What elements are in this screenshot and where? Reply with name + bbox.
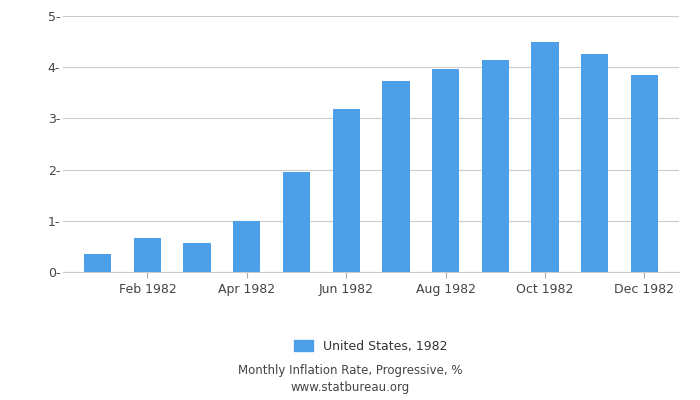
Text: www.statbureau.org: www.statbureau.org xyxy=(290,381,410,394)
Legend: United States, 1982: United States, 1982 xyxy=(289,334,453,358)
Bar xyxy=(84,254,111,272)
Bar xyxy=(482,60,509,272)
Bar xyxy=(183,243,211,272)
Text: Monthly Inflation Rate, Progressive, %: Monthly Inflation Rate, Progressive, % xyxy=(238,364,462,377)
Bar xyxy=(332,109,360,272)
Bar xyxy=(382,81,410,272)
Bar xyxy=(631,75,658,272)
Bar xyxy=(283,172,310,272)
Bar xyxy=(531,42,559,272)
Bar xyxy=(233,221,260,272)
Bar xyxy=(581,54,608,272)
Bar xyxy=(432,69,459,272)
Bar xyxy=(134,238,161,272)
